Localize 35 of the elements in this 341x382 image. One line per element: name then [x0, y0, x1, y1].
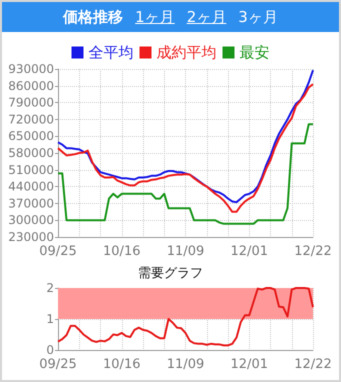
y-tick-label: 720000: [8, 112, 54, 126]
x-tick-label: 12/01: [230, 244, 268, 259]
x-tick-label: 12/22: [294, 244, 332, 259]
legend-label: 成約平均: [156, 44, 216, 62]
y-tick-label: 2: [46, 281, 54, 295]
line-series: [57, 83, 314, 213]
x-tick-label: 12/01: [230, 357, 268, 372]
y-tick-label: 440000: [8, 180, 54, 194]
y-tick-label: 580000: [8, 146, 54, 160]
text: 1ヶ月: [135, 8, 175, 26]
y-tick-label: 860000: [8, 78, 54, 93]
y-tick-label: 510000: [8, 162, 54, 177]
line-series: [57, 123, 314, 225]
y-tick-label: 230000: [8, 230, 54, 244]
y-tick-label: 0: [46, 343, 54, 357]
chart-title: 需要グラフ: [138, 266, 203, 281]
y-tick-label: 370000: [8, 196, 54, 210]
x-tick-label: 09/25: [39, 357, 77, 372]
y-tick-label: 650000: [8, 129, 54, 144]
x-tick-label: 10/16: [103, 244, 140, 259]
x-tick-label: 11/09: [166, 357, 204, 372]
x-tick-label: 09/25: [39, 244, 77, 259]
legend-label: 最安: [240, 44, 270, 62]
text: 3ヶ月: [238, 8, 278, 26]
y-tick-label: 300000: [8, 213, 54, 228]
x-tick-label: 12/22: [294, 357, 332, 372]
x-tick-label: 10/16: [103, 357, 140, 372]
y-tick-label: 930000: [8, 62, 54, 76]
text: 2ヶ月: [186, 8, 226, 26]
legend-label: 全平均: [88, 44, 134, 62]
y-tick-label: 1: [46, 312, 54, 326]
line-series: [57, 287, 314, 346]
y-tick-label: 790000: [8, 96, 54, 110]
x-tick-label: 11/09: [166, 244, 204, 259]
chart-title: 価格推移: [63, 8, 124, 26]
